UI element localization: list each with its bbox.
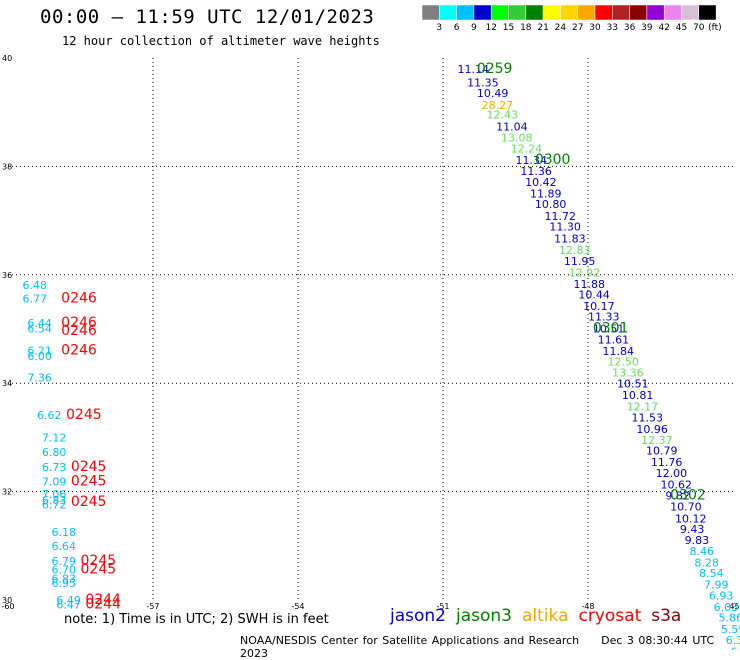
- legend-cryosat: cryosat: [579, 606, 642, 626]
- lon-tick-label: -54: [291, 602, 304, 611]
- lat-tick-label: 38: [2, 162, 12, 171]
- satellite-legend: jason2 jason3 altika cryosat s3a: [390, 606, 691, 626]
- legend-altika: altika: [522, 606, 569, 626]
- pass-time-label: 0245: [71, 494, 107, 510]
- pass-time-label: 0301: [593, 320, 629, 336]
- pass-time-label: 0302: [670, 488, 706, 504]
- pass-time-label: 0246: [61, 290, 97, 306]
- wave-height-label: 6.00: [27, 350, 52, 363]
- wave-height-label: 6.73: [42, 461, 66, 474]
- wave-height-label: 7.09: [42, 476, 66, 489]
- lat-tick-label: 32: [2, 488, 12, 497]
- pass-time-label: 0245: [71, 459, 107, 475]
- pass-time-label: 0244: [85, 597, 121, 613]
- wave-height-label: 6.64: [52, 540, 77, 553]
- credit-footer: NOAA/NESDIS Center for Satellite Applica…: [240, 634, 740, 660]
- credit-text: NOAA/NESDIS Center for Satellite Applica…: [240, 634, 579, 647]
- wave-height-label: 6.72: [42, 498, 66, 511]
- wave-height-label: 6.80: [42, 446, 66, 459]
- legend-jason2: jason2: [390, 606, 446, 626]
- wave-height-label: 6.62: [37, 409, 62, 422]
- wave-height-label: 7.36: [27, 372, 52, 385]
- legend-s3a: s3a: [651, 606, 681, 626]
- wave-height-label: 7.12: [42, 432, 66, 445]
- pass-time-label: 0245: [66, 407, 102, 423]
- footnote: note: 1) Time is in UTC; 2) SWH is in fe…: [64, 612, 329, 627]
- wave-height-label: 6.95: [52, 577, 77, 590]
- pass-time-label: 0245: [81, 561, 117, 577]
- lon-tick-label: -57: [146, 602, 159, 611]
- lat-tick-label: 36: [2, 271, 12, 280]
- pass-time-label: 0259: [477, 61, 513, 77]
- pass-time-label: 0246: [61, 342, 97, 358]
- legend-jason3: jason3: [456, 606, 512, 626]
- lat-tick-label: 34: [2, 379, 12, 388]
- lat-tick-label: 30: [2, 596, 12, 605]
- pass-time-label: 0246: [61, 323, 97, 339]
- wave-height-label: 6.77: [23, 292, 48, 305]
- pass-time-label: 0245: [71, 474, 107, 490]
- wave-height-label: 6.47: [56, 599, 80, 612]
- wave-height-label: 6.48: [23, 279, 48, 292]
- wave-height-label: 6.18: [52, 526, 77, 539]
- pass-time-label: 0300: [535, 152, 571, 168]
- wave-height-label: 6.54: [27, 322, 52, 335]
- lat-tick-label: 40: [2, 54, 12, 63]
